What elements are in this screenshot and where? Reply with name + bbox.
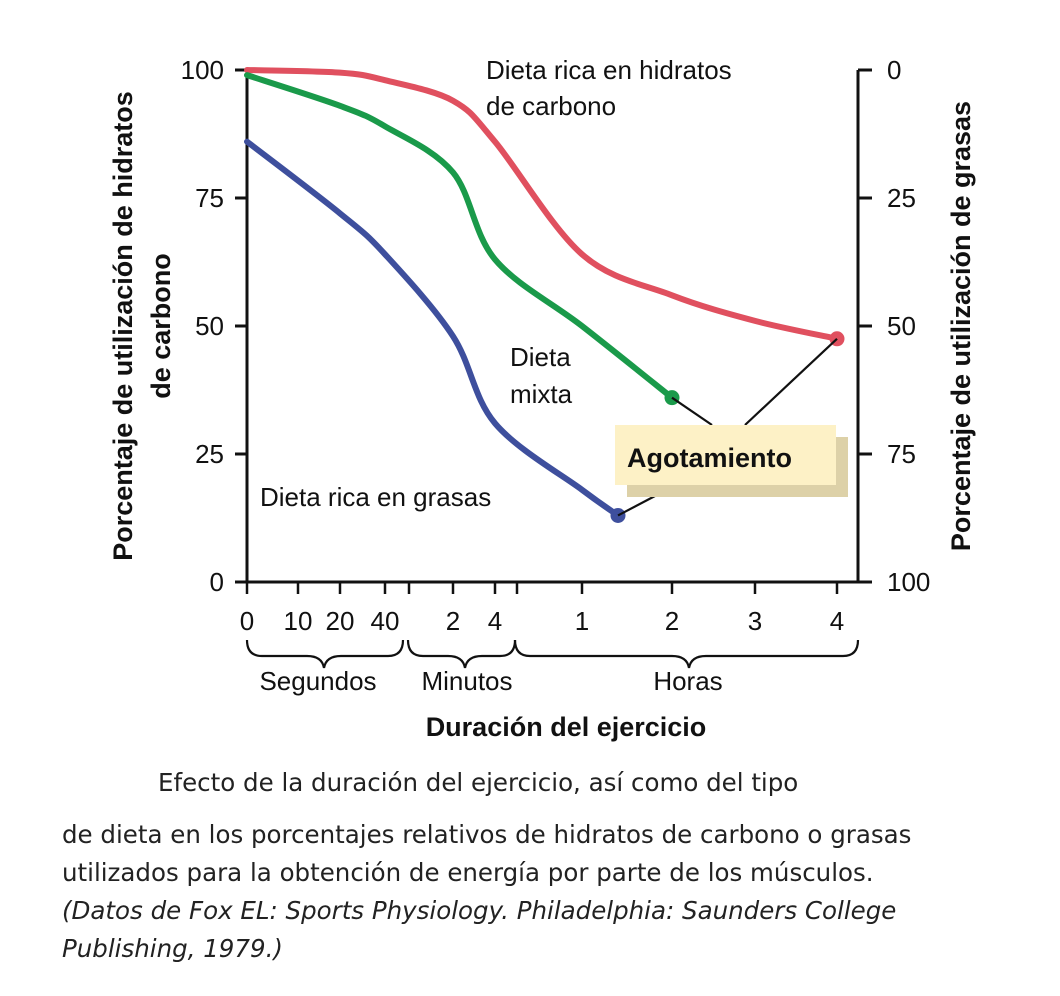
left-axis-title-line2: de carbono: [146, 253, 176, 399]
brace-horas: [513, 639, 860, 669]
curve-grasas: [244, 138, 621, 519]
right-y-tick-label: 0: [887, 55, 901, 85]
x-group-minutos: Minutos: [421, 666, 512, 696]
figure-caption: Efecto de la duración del ejercicio, así…: [62, 764, 1037, 968]
right-y-tick-label: 100: [887, 567, 930, 597]
x-tick-label: 4: [488, 606, 502, 636]
brace-segundos: [245, 639, 405, 669]
x-tick-label: 4: [830, 606, 844, 636]
left-y-tick-label: 75: [195, 183, 224, 213]
right-y-tick-label: 25: [887, 183, 916, 213]
caption-line-2: de dieta en los porcentajes relativos de…: [62, 819, 912, 849]
caption-line-1: Efecto de la duración del ejercicio, así…: [158, 768, 799, 797]
annotation-box: [615, 425, 836, 485]
x-tick-label: 20: [326, 606, 355, 636]
left-y-tick-label: 25: [195, 439, 224, 469]
x-tick-label: 2: [665, 606, 679, 636]
x-tick-label: 0: [240, 606, 254, 636]
curves: [244, 67, 845, 523]
caption-line-3: utilizados para la obtención de energía …: [62, 857, 874, 887]
x-group-braces: [245, 639, 860, 669]
series-label-carbohidratos-line1: Dieta rica en hidratos: [486, 55, 732, 85]
right-axis-title: Porcentaje de utilización de grasas: [946, 101, 976, 551]
x-tick-label: 3: [748, 606, 762, 636]
brace-minutos: [406, 639, 517, 669]
x-tick-label: 40: [371, 606, 400, 636]
curve-mixta: [244, 72, 675, 401]
left-axis-title-line1: Porcentaje de utilización de hidratos: [108, 91, 138, 561]
agotamiento-annotation: Agotamiento: [615, 425, 848, 497]
right-y-tick-label: 75: [887, 439, 916, 469]
annotation-label: Agotamiento: [627, 443, 792, 473]
series-label-grasas: Dieta rica en grasas: [260, 482, 491, 512]
caption-line-5: Publishing, 1979.): [62, 933, 283, 963]
x-tick-label: 1: [575, 606, 589, 636]
left-y-tick-label: 50: [195, 311, 224, 341]
x-tick-label: 10: [284, 606, 313, 636]
right-y-tick-label: 50: [887, 311, 916, 341]
series-label-carbohidratos-line2: de carbono: [486, 91, 616, 121]
left-y-tick-label: 100: [181, 55, 224, 85]
series-label-mixta-line1: Dieta: [510, 342, 571, 372]
x-group-segundos: Segundos: [259, 666, 376, 696]
left-y-tick-label: 0: [210, 567, 224, 597]
caption-line-4: (Datos de Fox EL: Sports Physiology. Phi…: [62, 895, 897, 925]
connector-line: [671, 396, 713, 426]
series-label-mixta-line2: mixta: [510, 379, 573, 409]
x-group-horas: Horas: [653, 666, 722, 696]
connector-line: [744, 337, 838, 426]
x-axis-title: Duración del ejercicio: [426, 712, 707, 742]
curve-carbohidratos: [244, 67, 840, 342]
x-tick-label: 2: [446, 606, 460, 636]
